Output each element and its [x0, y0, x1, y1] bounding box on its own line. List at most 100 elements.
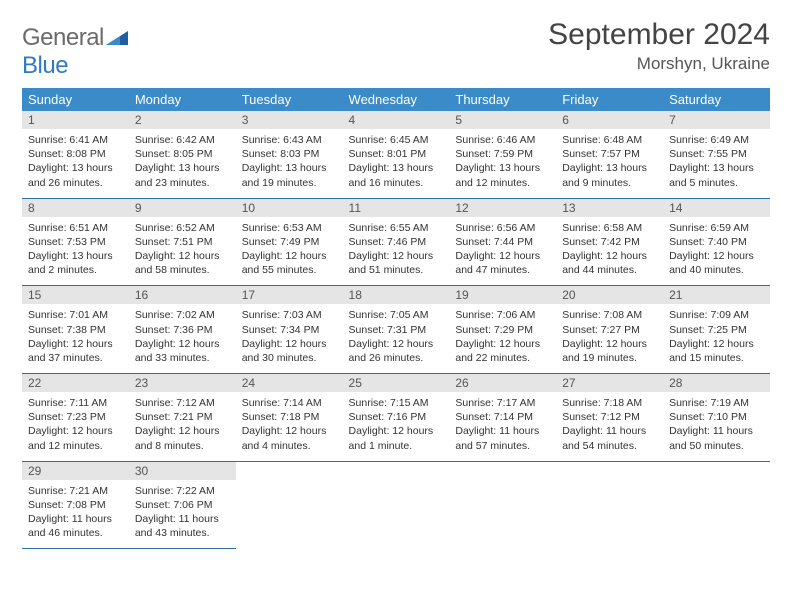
day-number: 11: [343, 199, 450, 217]
calendar-day-cell: 3Sunrise: 6:43 AMSunset: 8:03 PMDaylight…: [236, 111, 343, 198]
calendar-day-cell: 15Sunrise: 7:01 AMSunset: 7:38 PMDayligh…: [22, 286, 129, 374]
calendar-day-cell: 7Sunrise: 6:49 AMSunset: 7:55 PMDaylight…: [663, 111, 770, 198]
weekday-header: Friday: [556, 88, 663, 111]
day-number: 30: [129, 462, 236, 480]
day-body: Sunrise: 6:56 AMSunset: 7:44 PMDaylight:…: [449, 217, 556, 286]
calendar-week-row: 22Sunrise: 7:11 AMSunset: 7:23 PMDayligh…: [22, 374, 770, 462]
calendar-day-cell: 27Sunrise: 7:18 AMSunset: 7:12 PMDayligh…: [556, 374, 663, 462]
logo-triangle-icon: [106, 32, 128, 49]
day-body: Sunrise: 7:15 AMSunset: 7:16 PMDaylight:…: [343, 392, 450, 461]
calendar-body: 1Sunrise: 6:41 AMSunset: 8:08 PMDaylight…: [22, 111, 770, 549]
day-body: Sunrise: 7:11 AMSunset: 7:23 PMDaylight:…: [22, 392, 129, 461]
calendar-day-cell: [343, 461, 450, 549]
day-body: Sunrise: 6:52 AMSunset: 7:51 PMDaylight:…: [129, 217, 236, 286]
day-number: 22: [22, 374, 129, 392]
day-body: Sunrise: 7:01 AMSunset: 7:38 PMDaylight:…: [22, 304, 129, 373]
day-number: 10: [236, 199, 343, 217]
day-number: 27: [556, 374, 663, 392]
day-body: Sunrise: 7:12 AMSunset: 7:21 PMDaylight:…: [129, 392, 236, 461]
calendar-day-cell: 26Sunrise: 7:17 AMSunset: 7:14 PMDayligh…: [449, 374, 556, 462]
calendar-day-cell: [556, 461, 663, 549]
day-number: 18: [343, 286, 450, 304]
day-number: 25: [343, 374, 450, 392]
logo: General Blue: [22, 24, 128, 80]
day-number: 19: [449, 286, 556, 304]
calendar-week-row: 8Sunrise: 6:51 AMSunset: 7:53 PMDaylight…: [22, 198, 770, 286]
day-number: 29: [22, 462, 129, 480]
logo-word-1: General: [22, 24, 104, 51]
day-body: Sunrise: 7:02 AMSunset: 7:36 PMDaylight:…: [129, 304, 236, 373]
calendar-day-cell: 21Sunrise: 7:09 AMSunset: 7:25 PMDayligh…: [663, 286, 770, 374]
day-number: 14: [663, 199, 770, 217]
weekday-header: Monday: [129, 88, 236, 111]
calendar-day-cell: 18Sunrise: 7:05 AMSunset: 7:31 PMDayligh…: [343, 286, 450, 374]
calendar-day-cell: [449, 461, 556, 549]
day-body: Sunrise: 7:19 AMSunset: 7:10 PMDaylight:…: [663, 392, 770, 461]
day-body: Sunrise: 6:46 AMSunset: 7:59 PMDaylight:…: [449, 129, 556, 198]
logo-word-2: Blue: [22, 52, 68, 79]
day-number: 5: [449, 111, 556, 129]
day-number: 16: [129, 286, 236, 304]
calendar-day-cell: [663, 461, 770, 549]
calendar-day-cell: 8Sunrise: 6:51 AMSunset: 7:53 PMDaylight…: [22, 198, 129, 286]
day-body: Sunrise: 7:03 AMSunset: 7:34 PMDaylight:…: [236, 304, 343, 373]
calendar-day-cell: 4Sunrise: 6:45 AMSunset: 8:01 PMDaylight…: [343, 111, 450, 198]
day-body: Sunrise: 7:14 AMSunset: 7:18 PMDaylight:…: [236, 392, 343, 461]
day-body: Sunrise: 7:05 AMSunset: 7:31 PMDaylight:…: [343, 304, 450, 373]
day-number: 7: [663, 111, 770, 129]
calendar-day-cell: 23Sunrise: 7:12 AMSunset: 7:21 PMDayligh…: [129, 374, 236, 462]
day-number: 12: [449, 199, 556, 217]
day-number: 21: [663, 286, 770, 304]
day-number: 4: [343, 111, 450, 129]
day-body: Sunrise: 6:43 AMSunset: 8:03 PMDaylight:…: [236, 129, 343, 198]
calendar-week-row: 1Sunrise: 6:41 AMSunset: 8:08 PMDaylight…: [22, 111, 770, 198]
day-body: Sunrise: 6:49 AMSunset: 7:55 PMDaylight:…: [663, 129, 770, 198]
weekday-header: Wednesday: [343, 88, 450, 111]
calendar-day-cell: 28Sunrise: 7:19 AMSunset: 7:10 PMDayligh…: [663, 374, 770, 462]
day-number: 3: [236, 111, 343, 129]
weekday-header-row: SundayMondayTuesdayWednesdayThursdayFrid…: [22, 88, 770, 111]
calendar-day-cell: 20Sunrise: 7:08 AMSunset: 7:27 PMDayligh…: [556, 286, 663, 374]
weekday-header: Tuesday: [236, 88, 343, 111]
day-body: Sunrise: 6:45 AMSunset: 8:01 PMDaylight:…: [343, 129, 450, 198]
weekday-header: Thursday: [449, 88, 556, 111]
day-number: 20: [556, 286, 663, 304]
day-body: Sunrise: 6:59 AMSunset: 7:40 PMDaylight:…: [663, 217, 770, 286]
day-body: Sunrise: 7:22 AMSunset: 7:06 PMDaylight:…: [129, 480, 236, 549]
day-number: 6: [556, 111, 663, 129]
day-body: Sunrise: 7:06 AMSunset: 7:29 PMDaylight:…: [449, 304, 556, 373]
day-number: 1: [22, 111, 129, 129]
location-label: Morshyn, Ukraine: [548, 54, 770, 74]
calendar-day-cell: 2Sunrise: 6:42 AMSunset: 8:05 PMDaylight…: [129, 111, 236, 198]
calendar-day-cell: 14Sunrise: 6:59 AMSunset: 7:40 PMDayligh…: [663, 198, 770, 286]
calendar-day-cell: 11Sunrise: 6:55 AMSunset: 7:46 PMDayligh…: [343, 198, 450, 286]
day-number: 13: [556, 199, 663, 217]
calendar-day-cell: 1Sunrise: 6:41 AMSunset: 8:08 PMDaylight…: [22, 111, 129, 198]
calendar-day-cell: 22Sunrise: 7:11 AMSunset: 7:23 PMDayligh…: [22, 374, 129, 462]
day-body: Sunrise: 6:53 AMSunset: 7:49 PMDaylight:…: [236, 217, 343, 286]
header: General Blue September 2024 Morshyn, Ukr…: [22, 18, 770, 80]
day-number: 28: [663, 374, 770, 392]
day-number: 17: [236, 286, 343, 304]
day-number: 8: [22, 199, 129, 217]
day-body: Sunrise: 6:58 AMSunset: 7:42 PMDaylight:…: [556, 217, 663, 286]
day-body: Sunrise: 7:21 AMSunset: 7:08 PMDaylight:…: [22, 480, 129, 549]
calendar-day-cell: 29Sunrise: 7:21 AMSunset: 7:08 PMDayligh…: [22, 461, 129, 549]
day-body: Sunrise: 6:42 AMSunset: 8:05 PMDaylight:…: [129, 129, 236, 198]
page-title: September 2024: [548, 18, 770, 52]
calendar-week-row: 29Sunrise: 7:21 AMSunset: 7:08 PMDayligh…: [22, 461, 770, 549]
calendar-table: SundayMondayTuesdayWednesdayThursdayFrid…: [22, 88, 770, 549]
calendar-day-cell: 19Sunrise: 7:06 AMSunset: 7:29 PMDayligh…: [449, 286, 556, 374]
calendar-week-row: 15Sunrise: 7:01 AMSunset: 7:38 PMDayligh…: [22, 286, 770, 374]
day-body: Sunrise: 6:41 AMSunset: 8:08 PMDaylight:…: [22, 129, 129, 198]
calendar-day-cell: 17Sunrise: 7:03 AMSunset: 7:34 PMDayligh…: [236, 286, 343, 374]
day-number: 2: [129, 111, 236, 129]
calendar-day-cell: 24Sunrise: 7:14 AMSunset: 7:18 PMDayligh…: [236, 374, 343, 462]
day-number: 23: [129, 374, 236, 392]
day-body: Sunrise: 7:08 AMSunset: 7:27 PMDaylight:…: [556, 304, 663, 373]
day-body: Sunrise: 7:18 AMSunset: 7:12 PMDaylight:…: [556, 392, 663, 461]
title-block: September 2024 Morshyn, Ukraine: [548, 18, 770, 74]
calendar-day-cell: 6Sunrise: 6:48 AMSunset: 7:57 PMDaylight…: [556, 111, 663, 198]
weekday-header: Sunday: [22, 88, 129, 111]
day-number: 9: [129, 199, 236, 217]
